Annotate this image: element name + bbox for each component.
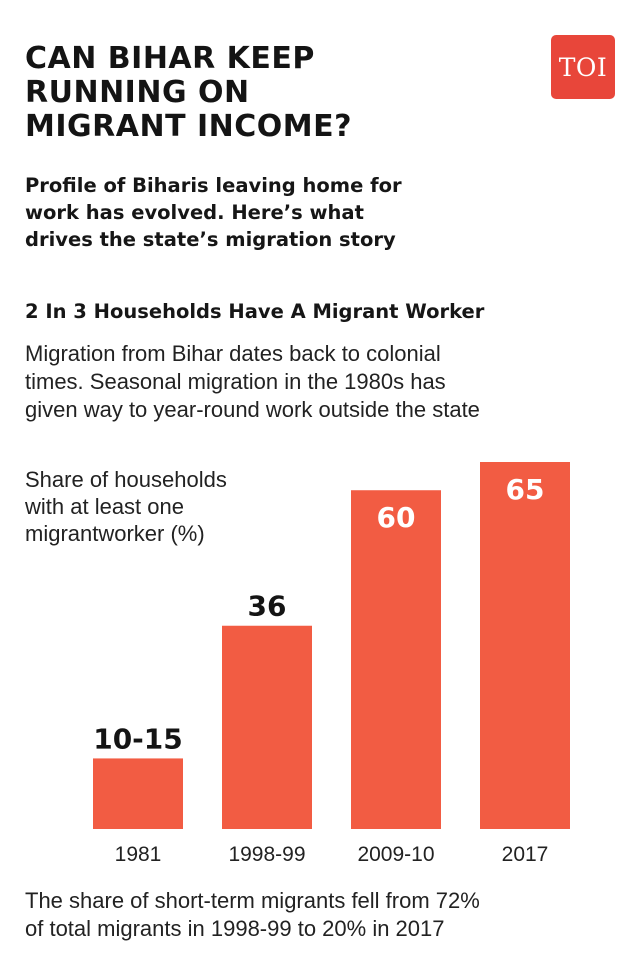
x-tick-label: 2017: [502, 843, 549, 866]
bar-2009-10: [351, 490, 441, 829]
bar-2017: [480, 462, 570, 829]
bar-value-label: 60: [377, 501, 416, 534]
x-tick-label: 2009-10: [357, 843, 434, 866]
section-description: Migration from Bihar dates back to colon…: [25, 341, 480, 422]
bar-value-label: 36: [248, 590, 287, 623]
x-tick-label: 1998-99: [228, 843, 305, 866]
toi-logo: TOI: [551, 35, 615, 99]
y-axis-label: Share of households with at least one mi…: [25, 467, 227, 546]
bar-1981: [93, 758, 183, 829]
logo-text: TOI: [558, 52, 608, 82]
bar-1998-99: [222, 625, 312, 829]
section-title: 2 In 3 Households Have A Migrant Worker: [25, 300, 485, 323]
x-tick-label: 1981: [115, 843, 162, 866]
footnote: The share of short-term migrants fell fr…: [25, 888, 480, 941]
subheadline: Profile of Biharis leaving home for work…: [25, 174, 402, 251]
headline: CAN BIHAR KEEP RUNNING ON MIGRANT INCOME…: [25, 41, 353, 144]
bar-value-label: 65: [506, 473, 545, 506]
bar-value-label: 10-15: [93, 722, 183, 755]
